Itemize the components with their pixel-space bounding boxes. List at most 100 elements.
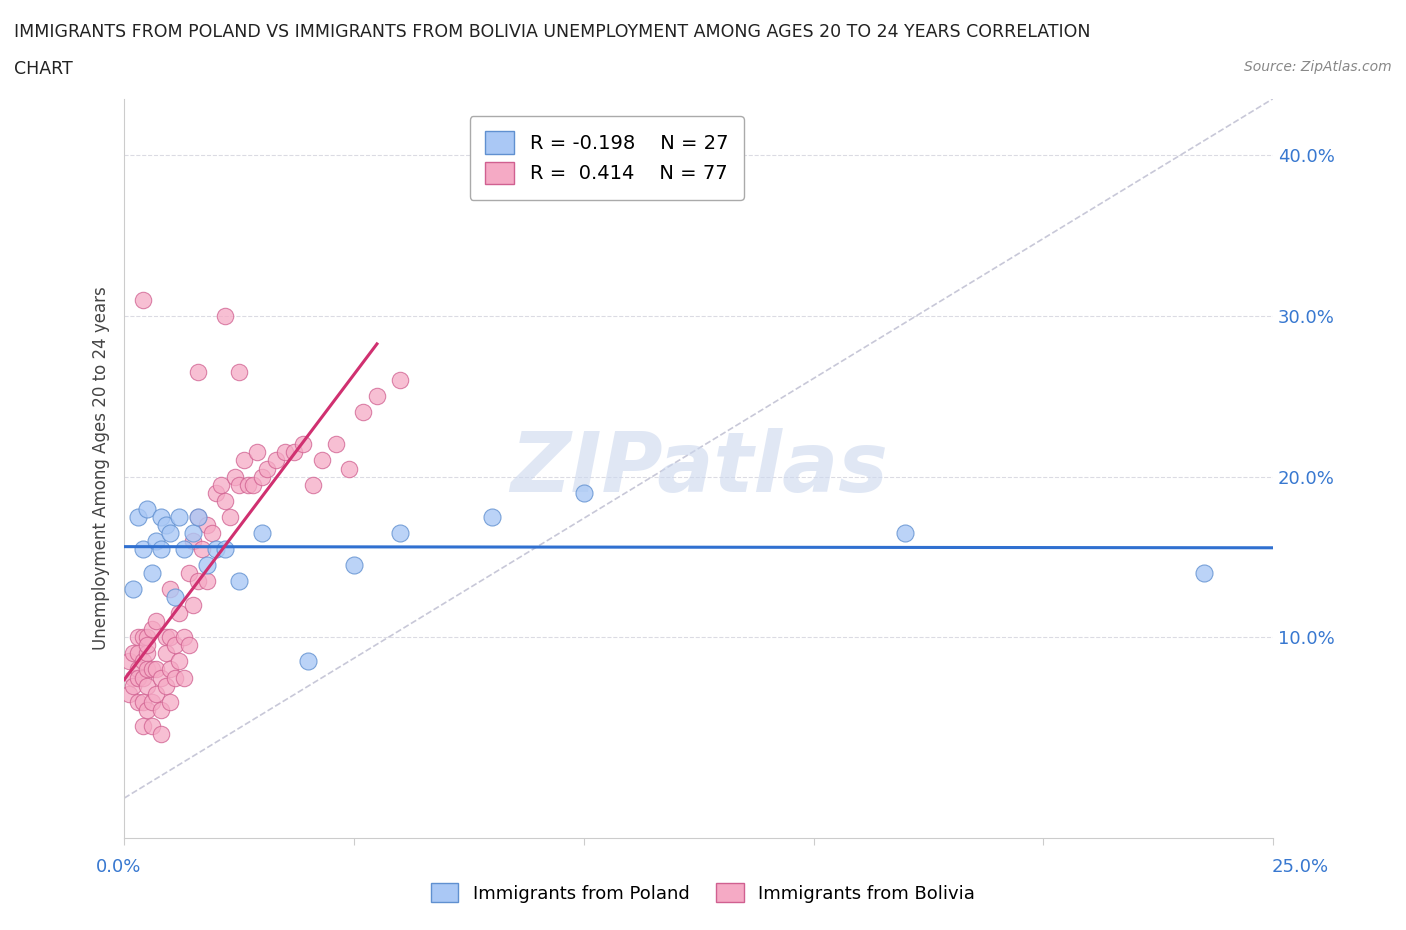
Point <box>141 662 163 677</box>
Point <box>145 686 167 701</box>
Point <box>122 678 145 693</box>
Point <box>214 541 236 556</box>
Point <box>141 694 163 709</box>
Point <box>264 453 287 468</box>
Point <box>343 557 366 572</box>
Point <box>163 590 186 604</box>
Point <box>337 461 360 476</box>
Point <box>149 541 172 556</box>
Point <box>205 541 228 556</box>
Point <box>256 461 278 476</box>
Point <box>242 477 264 492</box>
Point <box>127 662 149 677</box>
Point <box>292 437 315 452</box>
Point <box>122 581 145 596</box>
Point <box>159 694 181 709</box>
Point <box>228 477 250 492</box>
Text: 25.0%: 25.0% <box>1271 858 1329 876</box>
Point <box>127 630 149 644</box>
Point <box>122 671 145 685</box>
Point <box>187 510 209 525</box>
Point <box>181 525 204 540</box>
Point <box>127 671 149 685</box>
Point <box>195 557 218 572</box>
Point <box>118 686 141 701</box>
Point <box>136 646 159 661</box>
Point <box>131 630 153 644</box>
Point <box>145 534 167 549</box>
Point <box>209 477 232 492</box>
Point <box>136 630 159 644</box>
Point <box>228 574 250 589</box>
Point <box>159 630 181 644</box>
Point <box>127 510 149 525</box>
Text: ZIPatlas: ZIPatlas <box>510 428 887 509</box>
Point <box>141 718 163 733</box>
Point <box>131 292 153 307</box>
Y-axis label: Unemployment Among Ages 20 to 24 years: Unemployment Among Ages 20 to 24 years <box>93 286 110 650</box>
Point <box>163 638 186 653</box>
Point <box>149 726 172 741</box>
Point <box>572 485 595 500</box>
Point <box>297 654 319 669</box>
Point <box>311 453 333 468</box>
Point <box>238 477 260 492</box>
Point <box>131 718 153 733</box>
Point <box>177 638 200 653</box>
Point <box>187 365 209 379</box>
Point <box>187 510 209 525</box>
Point <box>127 694 149 709</box>
Point <box>224 469 246 484</box>
Point <box>149 671 172 685</box>
Text: Source: ZipAtlas.com: Source: ZipAtlas.com <box>1244 60 1392 74</box>
Point <box>159 581 181 596</box>
Point <box>250 469 273 484</box>
Legend: R = -0.198    N = 27, R =  0.414    N = 77: R = -0.198 N = 27, R = 0.414 N = 77 <box>470 116 744 200</box>
Point <box>894 525 917 540</box>
Point <box>214 493 236 508</box>
Point <box>352 405 374 419</box>
Point <box>246 445 269 459</box>
Point <box>283 445 305 459</box>
Point <box>200 525 222 540</box>
Point <box>131 541 153 556</box>
Point <box>136 501 159 516</box>
Point <box>169 605 191 620</box>
Point <box>141 622 163 637</box>
Point <box>169 510 191 525</box>
Point <box>205 485 228 500</box>
Point <box>181 534 204 549</box>
Legend: Immigrants from Poland, Immigrants from Bolivia: Immigrants from Poland, Immigrants from … <box>422 874 984 911</box>
Point <box>1192 565 1215 580</box>
Point <box>219 510 242 525</box>
Point <box>325 437 347 452</box>
Point <box>301 477 323 492</box>
Point <box>131 694 153 709</box>
Point <box>155 517 177 532</box>
Point <box>155 678 177 693</box>
Point <box>214 309 236 324</box>
Point <box>159 662 181 677</box>
Point <box>159 525 181 540</box>
Text: CHART: CHART <box>14 60 73 78</box>
Point <box>173 671 195 685</box>
Point <box>388 525 411 540</box>
Point <box>131 654 153 669</box>
Point <box>155 630 177 644</box>
Point <box>145 614 167 629</box>
Point <box>187 574 209 589</box>
Point <box>232 453 254 468</box>
Point <box>228 365 250 379</box>
Point <box>250 525 273 540</box>
Point <box>173 541 195 556</box>
Point <box>131 671 153 685</box>
Point <box>136 662 159 677</box>
Point <box>388 373 411 388</box>
Point <box>149 702 172 717</box>
Point <box>195 517 218 532</box>
Point <box>274 445 297 459</box>
Point <box>366 389 388 404</box>
Text: IMMIGRANTS FROM POLAND VS IMMIGRANTS FROM BOLIVIA UNEMPLOYMENT AMONG AGES 20 TO : IMMIGRANTS FROM POLAND VS IMMIGRANTS FRO… <box>14 23 1091 41</box>
Point <box>177 565 200 580</box>
Point <box>136 638 159 653</box>
